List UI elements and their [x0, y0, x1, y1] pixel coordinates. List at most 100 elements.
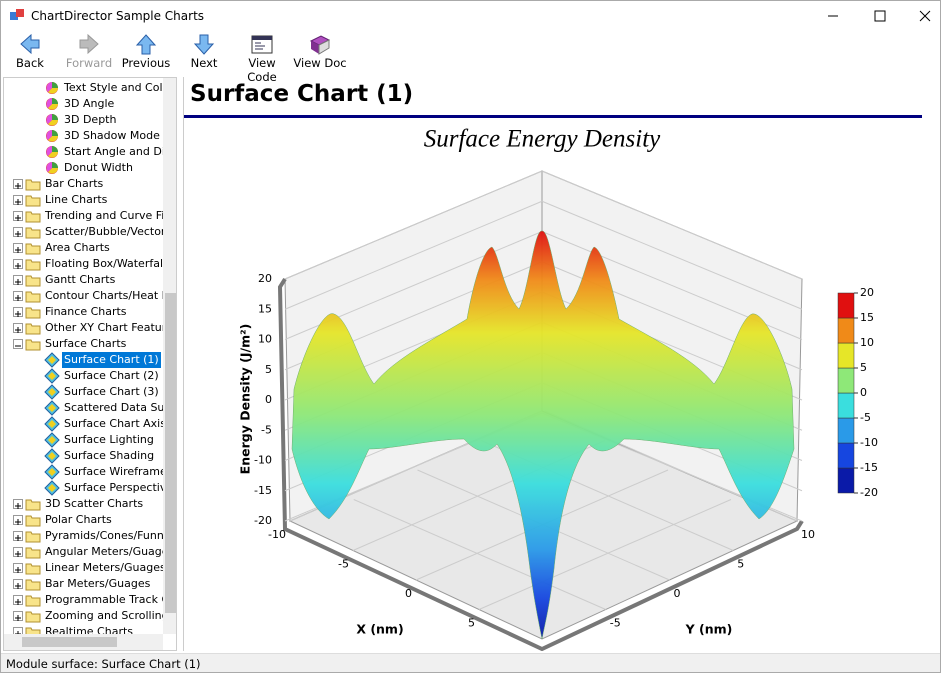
- tree-expander[interactable]: [13, 275, 23, 285]
- tree-expander[interactable]: [13, 547, 23, 557]
- tree-item[interactable]: Gantt Charts: [45, 273, 116, 286]
- tree-item[interactable]: Surface Perspective: [64, 481, 174, 494]
- legend-label: -5: [860, 411, 871, 424]
- status-bar: Module surface: Surface Chart (1): [1, 653, 940, 672]
- tree-icon: [44, 432, 60, 451]
- expander-glyph: [15, 199, 21, 205]
- tree-expander[interactable]: [13, 307, 23, 317]
- legend-label: 5: [860, 361, 867, 374]
- tree-item[interactable]: Other XY Chart Features: [45, 321, 177, 334]
- tree-expander[interactable]: [13, 323, 23, 333]
- toolbar-button[interactable]: View Code: [232, 33, 292, 84]
- tree-item[interactable]: Start Angle and Direction: [64, 145, 176, 158]
- tree-item[interactable]: Scatter/Bubble/Vector Charts: [45, 225, 176, 238]
- tree-expander[interactable]: [13, 179, 23, 189]
- toolbar-button[interactable]: View Doc: [290, 33, 350, 70]
- tree-expander[interactable]: [13, 259, 23, 269]
- tree-item[interactable]: Zooming and Scrolling: [45, 609, 169, 622]
- folder-icon: [25, 227, 41, 239]
- pie-icon: [46, 114, 58, 126]
- tree-item[interactable]: 3D Shadow Mode: [64, 129, 160, 142]
- tree-icon: [25, 576, 41, 595]
- tree-item[interactable]: Polar Charts: [45, 513, 112, 526]
- grid-line: [541, 170, 803, 280]
- button-icon: [251, 35, 273, 54]
- content-panel: Surface Chart (1) Surface Energy Density…: [183, 77, 935, 651]
- tree-expander[interactable]: [13, 291, 23, 301]
- tree-item[interactable]: Trending and Curve Fitting: [45, 209, 177, 222]
- button-icon: [79, 33, 99, 55]
- tree-item[interactable]: Text Style and Colors: [64, 81, 177, 94]
- expander-glyph: [15, 263, 21, 269]
- toolbar-button[interactable]: Forward: [59, 33, 119, 70]
- tree-expander[interactable]: [13, 339, 23, 349]
- tree-item[interactable]: Contour Charts/Heat Maps: [45, 289, 177, 302]
- z-tick-label: 15: [258, 302, 272, 315]
- tree-item[interactable]: Surface Shading: [64, 449, 155, 462]
- tree-expander[interactable]: [13, 595, 23, 605]
- tree-item[interactable]: Surface Chart (3): [64, 385, 159, 398]
- toolbar-button[interactable]: Previous: [116, 33, 176, 70]
- pie-icon: [46, 146, 58, 158]
- tree-icon: [44, 128, 60, 147]
- tree-expander[interactable]: [13, 211, 23, 221]
- tree-icon: [25, 560, 41, 579]
- tree-item[interactable]: Pyramids/Cones/Funnels: [45, 529, 177, 542]
- tree-icon: [44, 80, 60, 99]
- app-icon: [10, 9, 24, 20]
- x-axis-label: X (nm): [356, 622, 403, 637]
- tree-item[interactable]: Bar Charts: [45, 177, 104, 190]
- tree-item[interactable]: 3D Scatter Charts: [45, 497, 144, 510]
- tree-item[interactable]: Floating Box/Waterfall Charts: [45, 257, 176, 270]
- tree-icon: [25, 208, 41, 227]
- legend-swatch: [837, 392, 855, 419]
- grid-line: [284, 200, 543, 310]
- toolbar-button[interactable]: Back: [1, 33, 60, 70]
- surface-icon: [44, 400, 60, 416]
- folder-icon: [25, 579, 41, 591]
- button-label: Next: [190, 56, 218, 70]
- tree-item[interactable]: Linear Meters/Guages: [45, 561, 166, 574]
- legend-swatch: [837, 417, 855, 444]
- window-title: ChartDirector Sample Charts: [31, 9, 205, 23]
- tree-item[interactable]: Surface Charts: [45, 337, 127, 350]
- tree-item[interactable]: Surface Wireframe: [64, 465, 167, 478]
- toolbar-button[interactable]: Next: [174, 33, 234, 70]
- tree-expander[interactable]: [13, 243, 23, 253]
- legend-swatch: [837, 467, 855, 494]
- tree-item[interactable]: Surface Chart (2): [64, 369, 159, 382]
- tree-expander[interactable]: [13, 195, 23, 205]
- scrollbar[interactable]: [163, 78, 176, 634]
- tree-item[interactable]: Line Charts: [45, 193, 108, 206]
- tree-item[interactable]: 3D Depth: [64, 113, 117, 126]
- scrollbar[interactable]: [4, 634, 163, 650]
- legend-swatch: [837, 292, 855, 319]
- tree-expander[interactable]: [13, 611, 23, 621]
- tree-expander[interactable]: [13, 579, 23, 589]
- tree-item[interactable]: Surface Lighting: [64, 433, 154, 446]
- z-tick-label: -15: [254, 484, 272, 497]
- tree-item[interactable]: Programmable Track Cursor: [45, 593, 176, 606]
- window-controls[interactable]: [810, 1, 940, 31]
- legend-label: -15: [860, 461, 878, 474]
- tree-item[interactable]: Finance Charts: [45, 305, 127, 318]
- tree-expander[interactable]: [13, 515, 23, 525]
- tree-item[interactable]: Area Charts: [45, 241, 110, 254]
- z-tick-label: 10: [258, 333, 272, 346]
- tree-expander[interactable]: [13, 499, 23, 509]
- surface-icon: [44, 432, 60, 448]
- legend-label: 0: [860, 386, 867, 399]
- tree-icon: [25, 608, 41, 627]
- tree-item[interactable]: Surface Chart (1): [62, 352, 161, 368]
- pie-icon: [46, 82, 58, 94]
- tree-expander[interactable]: [13, 531, 23, 541]
- tree-item[interactable]: Scattered Data Surface: [64, 401, 176, 414]
- tree-item[interactable]: Bar Meters/Guages: [45, 577, 151, 590]
- tree-expander[interactable]: [13, 563, 23, 573]
- tree-expander[interactable]: [13, 227, 23, 237]
- tree-item[interactable]: Donut Width: [64, 161, 133, 174]
- folder-icon: [25, 515, 41, 527]
- tree-item[interactable]: Angular Meters/Guages: [45, 545, 175, 558]
- tree-item[interactable]: Surface Chart Axis Types: [64, 417, 176, 430]
- tree-item[interactable]: 3D Angle: [64, 97, 115, 110]
